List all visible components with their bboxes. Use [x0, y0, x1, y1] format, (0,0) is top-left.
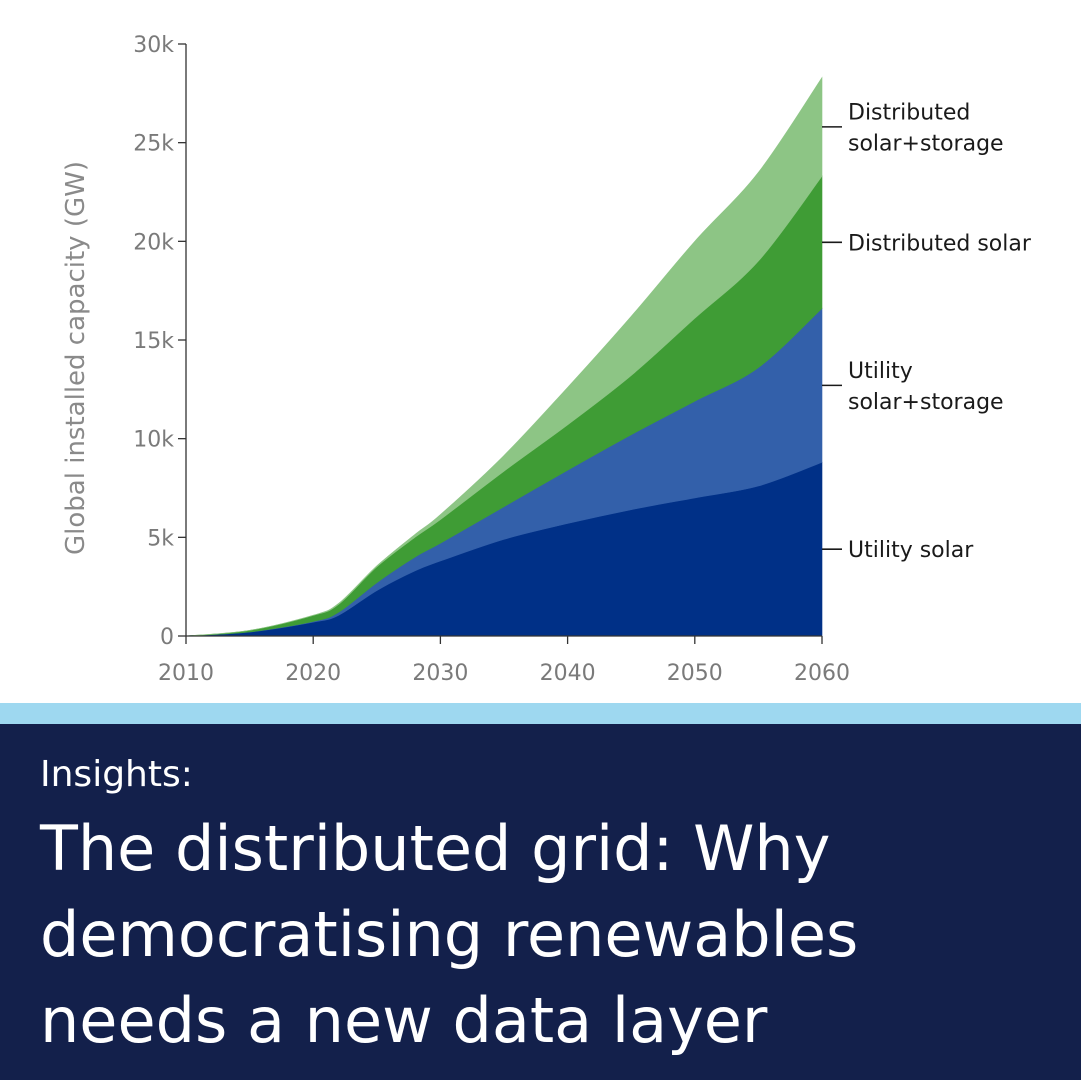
axes-group: 0 5k 10k 15k 20k 25k 30k 2010 2020 2030 2040 2050 20… — [133, 33, 850, 686]
legend-group: Distributed solar+storage Distributed sola… — [822, 100, 1032, 563]
chart-area: 0 5k 10k 15k 20k 25k 30k 2010 2020 2030 2040 2050 20… — [61, 33, 1032, 686]
y-tick-label: 30k — [133, 33, 174, 58]
banner-kicker: Insights: — [40, 754, 193, 795]
stacked-area-chart: 0 5k 10k 15k 20k 25k 30k 2010 2020 2030 2040 2050 20… — [61, 33, 1032, 686]
y-tick-label: 25k — [133, 132, 174, 157]
x-tick-label: 2060 — [794, 661, 850, 686]
legend-label: Distributed solar — [848, 231, 1032, 256]
legend-label: Utility — [848, 359, 913, 384]
y-tick-label: 0 — [160, 625, 174, 650]
legend-label: solar+storage — [848, 131, 1004, 156]
headline-line: The distributed grid: Why — [40, 812, 831, 885]
accent-strip — [0, 703, 1081, 724]
x-tick-label: 2030 — [412, 661, 468, 686]
y-axis-title: Global installed capacity (GW) — [61, 161, 91, 555]
legend-label: solar+storage — [848, 390, 1004, 415]
banner-headline: The distributed grid: Why democratising … — [40, 806, 1060, 1064]
legend-label: Utility solar — [848, 538, 974, 563]
y-tick-label: 5k — [147, 526, 174, 551]
x-tick-label: 2010 — [158, 661, 214, 686]
x-tick-label: 2050 — [667, 661, 723, 686]
legend-label: Distributed — [848, 100, 970, 125]
x-tick-label: 2040 — [540, 661, 596, 686]
y-tick-label: 10k — [133, 428, 174, 453]
title-banner: Insights: The distributed grid: Why demo… — [0, 724, 1081, 1080]
y-tick-label: 15k — [133, 329, 174, 354]
headline-line: needs a new data layer — [40, 984, 768, 1057]
area-series-4 — [185, 76, 823, 637]
headline-line: democratising renewables — [40, 898, 859, 971]
y-tick-label: 20k — [133, 230, 174, 255]
x-tick-label: 2020 — [285, 661, 341, 686]
area-series-group — [185, 76, 823, 637]
